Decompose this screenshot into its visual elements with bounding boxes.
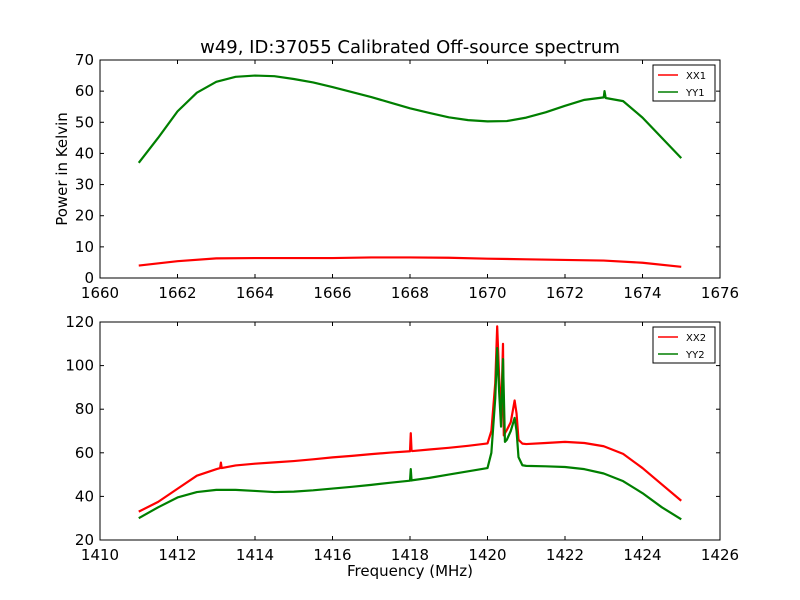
x-tick-label: 1676	[701, 284, 739, 302]
x-axis-label: Frequency (MHz)	[347, 562, 473, 580]
x-tick-label: 1674	[623, 284, 661, 302]
x-tick-label: 1412	[158, 546, 196, 564]
x-tick-label: 1420	[468, 546, 506, 564]
y-tick-label: 20	[75, 531, 94, 549]
legend: XX1 YY1	[652, 64, 716, 102]
x-tick-label: 1424	[623, 546, 661, 564]
series-line-yy2	[138, 347, 682, 521]
x-tick-label: 1668	[391, 284, 429, 302]
y-tick-label: 80	[75, 400, 94, 418]
x-tick-label: 1416	[313, 546, 351, 564]
x-tick-label: 1664	[236, 284, 274, 302]
plot-frame	[99, 59, 721, 279]
y-tick-label: 30	[75, 176, 94, 194]
y-tick-label: 40	[75, 487, 94, 505]
plot-frame	[99, 321, 721, 541]
y-axis-label: Power in Kelvin	[53, 112, 71, 226]
x-tick-label: 1670	[468, 284, 506, 302]
bottom-plot: 1410 1412 1414 1416 1418 1420 1422 1424 1426 20 40…	[65, 313, 739, 580]
x-tick-label: 1426	[701, 546, 739, 564]
series-line-yy1	[137, 74, 683, 164]
y-tick-label: 60	[75, 444, 94, 462]
x-tick-label: 1422	[546, 546, 584, 564]
y-tick-label: 100	[65, 357, 94, 375]
x-tick-label: 1672	[546, 284, 584, 302]
legend: XX2 YY2	[652, 326, 716, 364]
x-tick-label: 1410	[81, 546, 119, 564]
x-tick-label: 1666	[313, 284, 351, 302]
top-plot: 1660 1662 1664 1666 1668 1670 1672 1674 1676 0 10 2…	[53, 51, 739, 302]
y-tick-label: 120	[65, 313, 94, 331]
legend-label-xx2: XX2	[686, 333, 706, 344]
legend-box	[652, 64, 716, 102]
y-tick-label: 70	[75, 51, 94, 69]
x-tick-label: 1418	[391, 546, 429, 564]
legend-label-xx1: XX1	[686, 71, 706, 82]
y-tick-label: 20	[75, 207, 94, 225]
y-tick-label: 50	[75, 113, 94, 131]
y-tick-label: 60	[75, 82, 94, 100]
legend-box	[652, 326, 716, 364]
chart-title: w49, ID:37055 Calibrated Off-source spec…	[200, 37, 620, 58]
x-tick-label: 1414	[236, 546, 274, 564]
series-line-xx1	[138, 256, 682, 268]
series-line-xx2	[138, 325, 682, 513]
legend-label-yy1: YY1	[685, 88, 705, 99]
y-tick-label: 0	[84, 269, 94, 287]
x-tick-label: 1660	[81, 284, 119, 302]
x-tick-label: 1662	[158, 284, 196, 302]
y-tick-label: 40	[75, 144, 94, 162]
legend-label-yy2: YY2	[685, 350, 705, 361]
y-tick-label: 10	[75, 238, 94, 256]
